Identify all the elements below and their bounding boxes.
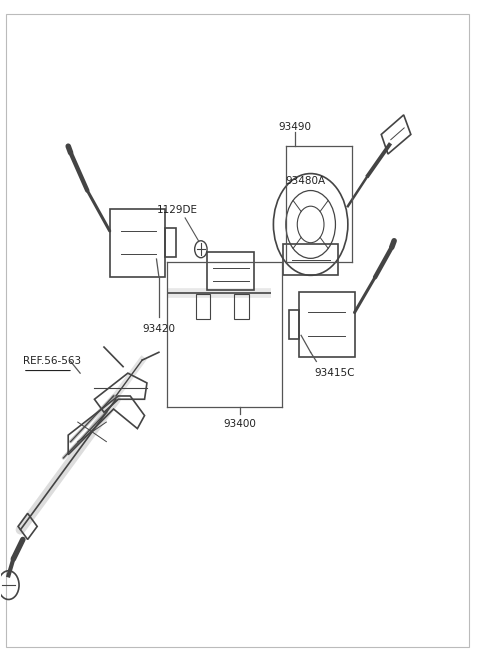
- Text: 93415C: 93415C: [314, 368, 354, 378]
- Bar: [196, 294, 210, 319]
- Text: 93490: 93490: [278, 122, 312, 132]
- Bar: [234, 294, 249, 319]
- Bar: [165, 229, 176, 257]
- Text: 1129DE: 1129DE: [156, 205, 197, 215]
- Bar: [289, 310, 299, 339]
- Text: 93400: 93400: [224, 419, 256, 429]
- Text: REF.56-563: REF.56-563: [23, 356, 81, 366]
- Text: 93420: 93420: [143, 324, 175, 333]
- Text: 93480A: 93480A: [285, 176, 325, 186]
